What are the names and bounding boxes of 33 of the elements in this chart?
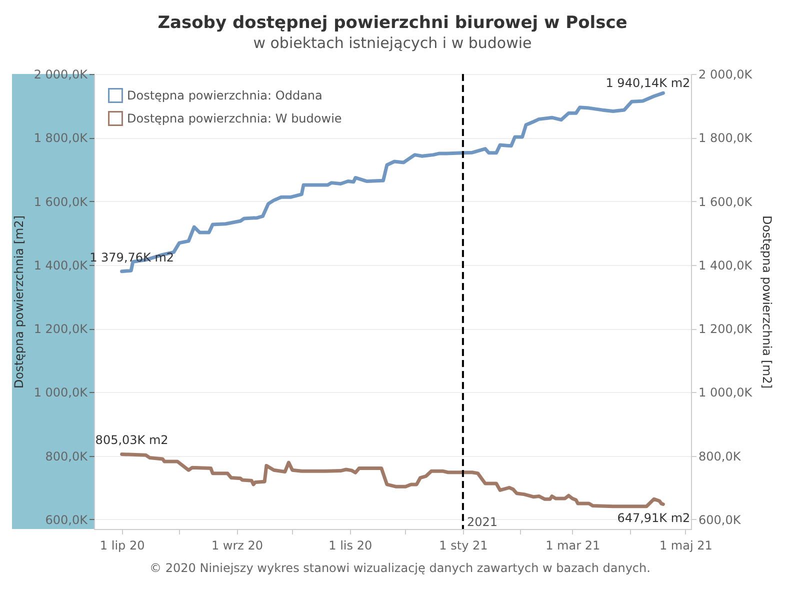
y-tick-label: 1 600,0K — [34, 194, 89, 209]
annotation: 1 940,14K m2 — [606, 76, 690, 90]
y2-tick-label: 1 000,0K — [698, 386, 754, 400]
y2-tick-label: 1 600,0K — [698, 194, 754, 209]
y-tick-label: 1 200,0K — [34, 322, 89, 336]
annotation: 805,03K m2 — [95, 433, 168, 448]
x-tick-label: 1 wrz 20 — [211, 538, 264, 552]
y-tick-label: 1 400,0K — [34, 258, 89, 272]
y2-axis-title: Dostępna powierzchnia [m2] — [760, 215, 774, 389]
y2-tick-label: 800,0K — [698, 449, 742, 464]
y-tick-label: 1 800,0K — [34, 131, 89, 146]
y-tick-label: 800,0K — [45, 449, 89, 464]
y-tick-label: 600,0K — [45, 512, 89, 527]
y2-tick-label: 1 800,0K — [698, 131, 754, 146]
y2-tick-label: 2 000,0K — [698, 68, 754, 82]
y2-tick-label: 1 400,0K — [698, 258, 754, 272]
x-tick-label: 1 maj 21 — [659, 538, 712, 552]
x-tick-label: 1 sty 21 — [439, 538, 488, 552]
chart-subtitle: w obiektach istniejących i w budowie — [253, 34, 532, 52]
x-tick-label: 1 lis 20 — [328, 538, 372, 552]
text: © 2020 Niniejszy wykres stanowi wizualizację danych zawartych w bazach danych. — [148, 561, 652, 575]
y2-tick-label: 600,0K — [698, 512, 742, 527]
ref-line-label: 2021 — [466, 515, 498, 529]
annotation: 647,91K m2 — [617, 511, 690, 526]
y2-tick-label: 1 200,0K — [698, 322, 754, 336]
line-series — [120, 452, 665, 508]
x-tick-label: 1 mar 21 — [546, 538, 600, 552]
y-tick-label: 1 000,0K — [34, 386, 89, 400]
chart-title: Zasoby dostępnej powierzchni biurowej w Polsce — [158, 13, 628, 33]
x-tick-label: 1 lip 20 — [100, 538, 145, 552]
legend-label: Dostępna powierzchnia: Oddana — [127, 88, 322, 102]
y-axis-title: Dostępna powierzchnia [m2] — [12, 215, 26, 389]
legend-label: Dostępna powierzchnia: W budowie — [127, 112, 342, 126]
